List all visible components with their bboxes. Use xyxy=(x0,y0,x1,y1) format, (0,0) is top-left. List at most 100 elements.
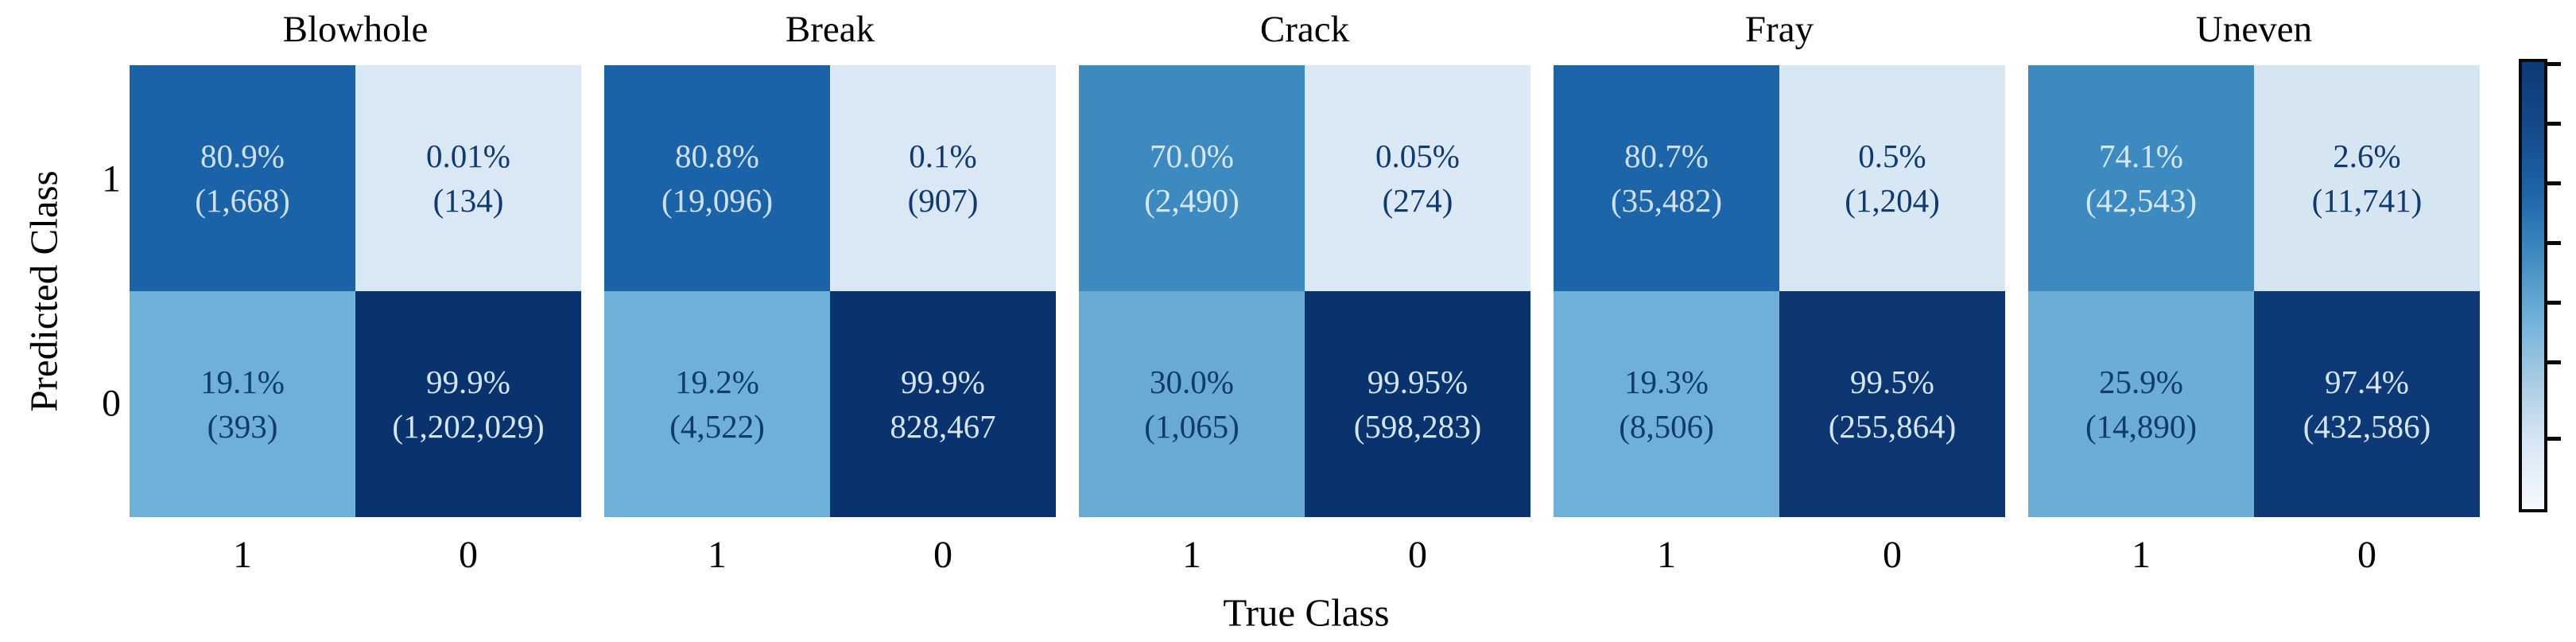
cell-pred0-true1: 19.1% (393) xyxy=(130,291,355,517)
cell-pred0-true1: 25.9% (14,890) xyxy=(2028,291,2254,517)
panel-title: Uneven xyxy=(2195,9,2313,50)
cell-percent: 80.9% xyxy=(200,138,285,174)
panel-blowhole: Blowhole 80.9% (1,668) 0.01% (134) 19.1%… xyxy=(130,8,581,578)
matrix-grid: 74.1% (42,543) 2.6% (11,741) 25.9% (14,8… xyxy=(2028,65,2480,517)
cell-count: (1,202,029) xyxy=(392,408,545,445)
cell-percent: 30.0% xyxy=(1150,364,1234,400)
x-tick-label-0: 0 xyxy=(933,534,952,576)
cell-percent: 19.3% xyxy=(1624,364,1709,400)
cell-percent: 74.1% xyxy=(2099,138,2183,174)
cell-pred1-true1: 80.7% (35,482) xyxy=(1554,65,1779,291)
panel-fray: Fray 80.7% (35,482) 0.5% (1,204) 19.3% (… xyxy=(1554,8,2005,578)
cell-pred0-true0: 99.9% (1,202,029) xyxy=(355,291,581,517)
panel-break: Break 80.8% (19,096) 0.1% (907) 19.2% (4… xyxy=(604,8,1056,578)
x-tick-label-1: 1 xyxy=(708,534,727,576)
panel-title: Crack xyxy=(1259,9,1350,50)
cell-percent: 99.95% xyxy=(1367,364,1468,400)
cell-pred0-true1: 19.2% (4,522) xyxy=(604,291,830,517)
cell-count: (274) xyxy=(1382,182,1453,219)
x-tick-row: 1 0 xyxy=(604,517,1056,578)
y-axis-label: Predicted Class xyxy=(21,170,66,412)
matrix-grid: 80.8% (19,096) 0.1% (907) 19.2% (4,522) … xyxy=(604,65,1056,517)
colorbar-tick xyxy=(2547,181,2561,185)
cell-pred1-true1: 80.9% (1,668) xyxy=(130,65,355,291)
cell-pred0-true0: 99.9% 828,467 xyxy=(830,291,1056,517)
colorbar-tick xyxy=(2547,360,2561,364)
cell-percent: 97.4% xyxy=(2325,364,2409,400)
x-tick-label-0: 0 xyxy=(459,534,478,576)
cell-pred1-true1: 80.8% (19,096) xyxy=(604,65,830,291)
x-tick-label-0: 0 xyxy=(1408,534,1427,576)
cell-pred0-true0: 97.4% (432,586) xyxy=(2254,291,2480,517)
cell-count: (1,065) xyxy=(1144,408,1240,445)
cell-pred1-true1: 74.1% (42,543) xyxy=(2028,65,2254,291)
panel-crack: Crack 70.0% (2,490) 0.05% (274) 30.0% (1… xyxy=(1079,8,1530,578)
cell-pred1-true0: 0.01% (134) xyxy=(355,65,581,291)
cell-count: (1,204) xyxy=(1845,182,1940,219)
panel-uneven: Uneven 74.1% (42,543) 2.6% (11,741) 25.9… xyxy=(2028,8,2480,578)
matrix-grid: 70.0% (2,490) 0.05% (274) 30.0% (1,065) … xyxy=(1079,65,1530,517)
cell-percent: 25.9% xyxy=(2099,364,2183,400)
panel-title: Blowhole xyxy=(282,9,429,50)
cell-pred1-true0: 0.5% (1,204) xyxy=(1779,65,2005,291)
x-tick-label-0: 0 xyxy=(1883,534,1902,576)
x-tick-label-1: 1 xyxy=(1182,534,1201,576)
cell-count: (42,543) xyxy=(2085,182,2198,219)
cell-percent: 80.7% xyxy=(1624,138,1709,174)
colorbar-tick xyxy=(2547,122,2561,126)
cell-count: (14,890) xyxy=(2085,408,2198,445)
cell-percent: 19.1% xyxy=(200,364,285,400)
x-axis-label: True Class xyxy=(1223,590,1390,635)
panel-title: Fray xyxy=(1744,9,1814,50)
colorbar-gradient xyxy=(2519,59,2547,512)
x-tick-label-0: 0 xyxy=(2357,534,2376,576)
cell-count: 828,467 xyxy=(890,408,996,445)
cell-percent: 0.1% xyxy=(909,138,977,174)
cell-percent: 2.6% xyxy=(2333,138,2401,174)
cell-percent: 80.8% xyxy=(675,138,759,174)
x-tick-label-1: 1 xyxy=(2132,534,2151,576)
cell-count: (432,586) xyxy=(2302,408,2431,445)
cell-count: (11,741) xyxy=(2311,182,2423,219)
colorbar-tick xyxy=(2547,62,2561,66)
cell-percent: 99.5% xyxy=(1850,364,1934,400)
cell-percent: 0.01% xyxy=(426,138,510,174)
x-tick-row: 1 0 xyxy=(1079,517,1530,578)
matrix-grid: 80.9% (1,668) 0.01% (134) 19.1% (393) 99… xyxy=(130,65,581,517)
cell-pred1-true0: 0.1% (907) xyxy=(830,65,1056,291)
cell-percent: 99.9% xyxy=(426,364,510,400)
cell-count: (134) xyxy=(433,182,504,219)
cell-pred1-true0: 0.05% (274) xyxy=(1305,65,1530,291)
cell-percent: 0.5% xyxy=(1858,138,1926,174)
x-tick-label-1: 1 xyxy=(1657,534,1676,576)
y-tick-label-1: 1 xyxy=(102,158,121,200)
x-tick-label-1: 1 xyxy=(233,534,252,576)
colorbar-tick xyxy=(2547,301,2561,305)
cell-count: (8,506) xyxy=(1619,408,1714,445)
cell-percent: 70.0% xyxy=(1150,138,1234,174)
panel-title: Break xyxy=(785,9,875,50)
cell-count: (2,490) xyxy=(1144,182,1240,219)
matrix-grid: 80.7% (35,482) 0.5% (1,204) 19.3% (8,506… xyxy=(1554,65,2005,517)
cell-pred0-true1: 30.0% (1,065) xyxy=(1079,291,1305,517)
cell-count: (4,522) xyxy=(669,408,765,445)
cell-count: (35,482) xyxy=(1610,182,1723,219)
panels-row: Blowhole 80.9% (1,668) 0.01% (134) 19.1%… xyxy=(130,8,2480,578)
x-tick-row: 1 0 xyxy=(1554,517,2005,578)
cell-pred1-true1: 70.0% (2,490) xyxy=(1079,65,1305,291)
y-tick-label-0: 0 xyxy=(102,382,121,425)
cell-percent: 99.9% xyxy=(901,364,985,400)
cell-count: (598,283) xyxy=(1353,408,1482,445)
cell-count: (907) xyxy=(907,182,979,219)
cell-count: (255,864) xyxy=(1828,408,1957,445)
cell-pred0-true0: 99.95% (598,283) xyxy=(1305,291,1530,517)
cell-count: (1,668) xyxy=(195,182,290,219)
cell-count: (393) xyxy=(207,408,278,445)
cell-percent: 19.2% xyxy=(675,364,759,400)
colorbar-tick xyxy=(2547,437,2561,441)
x-tick-row: 1 0 xyxy=(2028,517,2480,578)
cell-count: (19,096) xyxy=(661,182,774,219)
x-tick-row: 1 0 xyxy=(130,517,581,578)
cell-pred0-true0: 99.5% (255,864) xyxy=(1779,291,2005,517)
